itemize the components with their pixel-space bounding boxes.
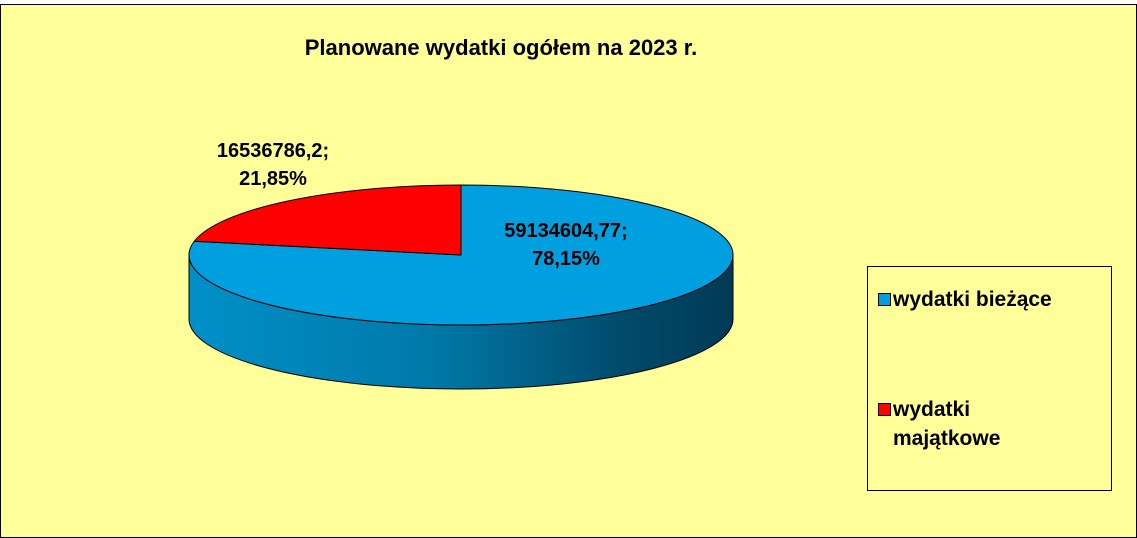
legend-label: wydatki bieżące [893,288,1052,311]
legend: wydatki bieżące wydatki majątkowe [867,266,1112,491]
data-label-value: 59134604,77; [504,220,627,242]
legend-item: wydatki bieżące [878,285,1053,314]
pie-slice [188,184,734,326]
data-label: 59134604,77; 78,15% [504,220,627,270]
legend-swatch [878,403,891,416]
chart: Planowane wydatki ogółem na 2023 r. 5913… [188,35,734,390]
chart-area: Planowane wydatki ogółem na 2023 r. 5913… [0,4,1137,538]
data-label-value: 16536786,2; [217,140,329,162]
pie-slice [193,184,462,256]
data-label: 16536786,2; 21,85% [217,140,329,190]
chart-title: Planowane wydatki ogółem na 2023 r. [305,35,697,60]
legend-label: wydatki majątkowe [893,398,1001,450]
legend-swatch [878,293,891,306]
data-label-percent: 78,15% [532,248,600,270]
data-label-percent: 21,85% [239,168,307,190]
legend-item: wydatki majątkowe [878,395,1053,453]
